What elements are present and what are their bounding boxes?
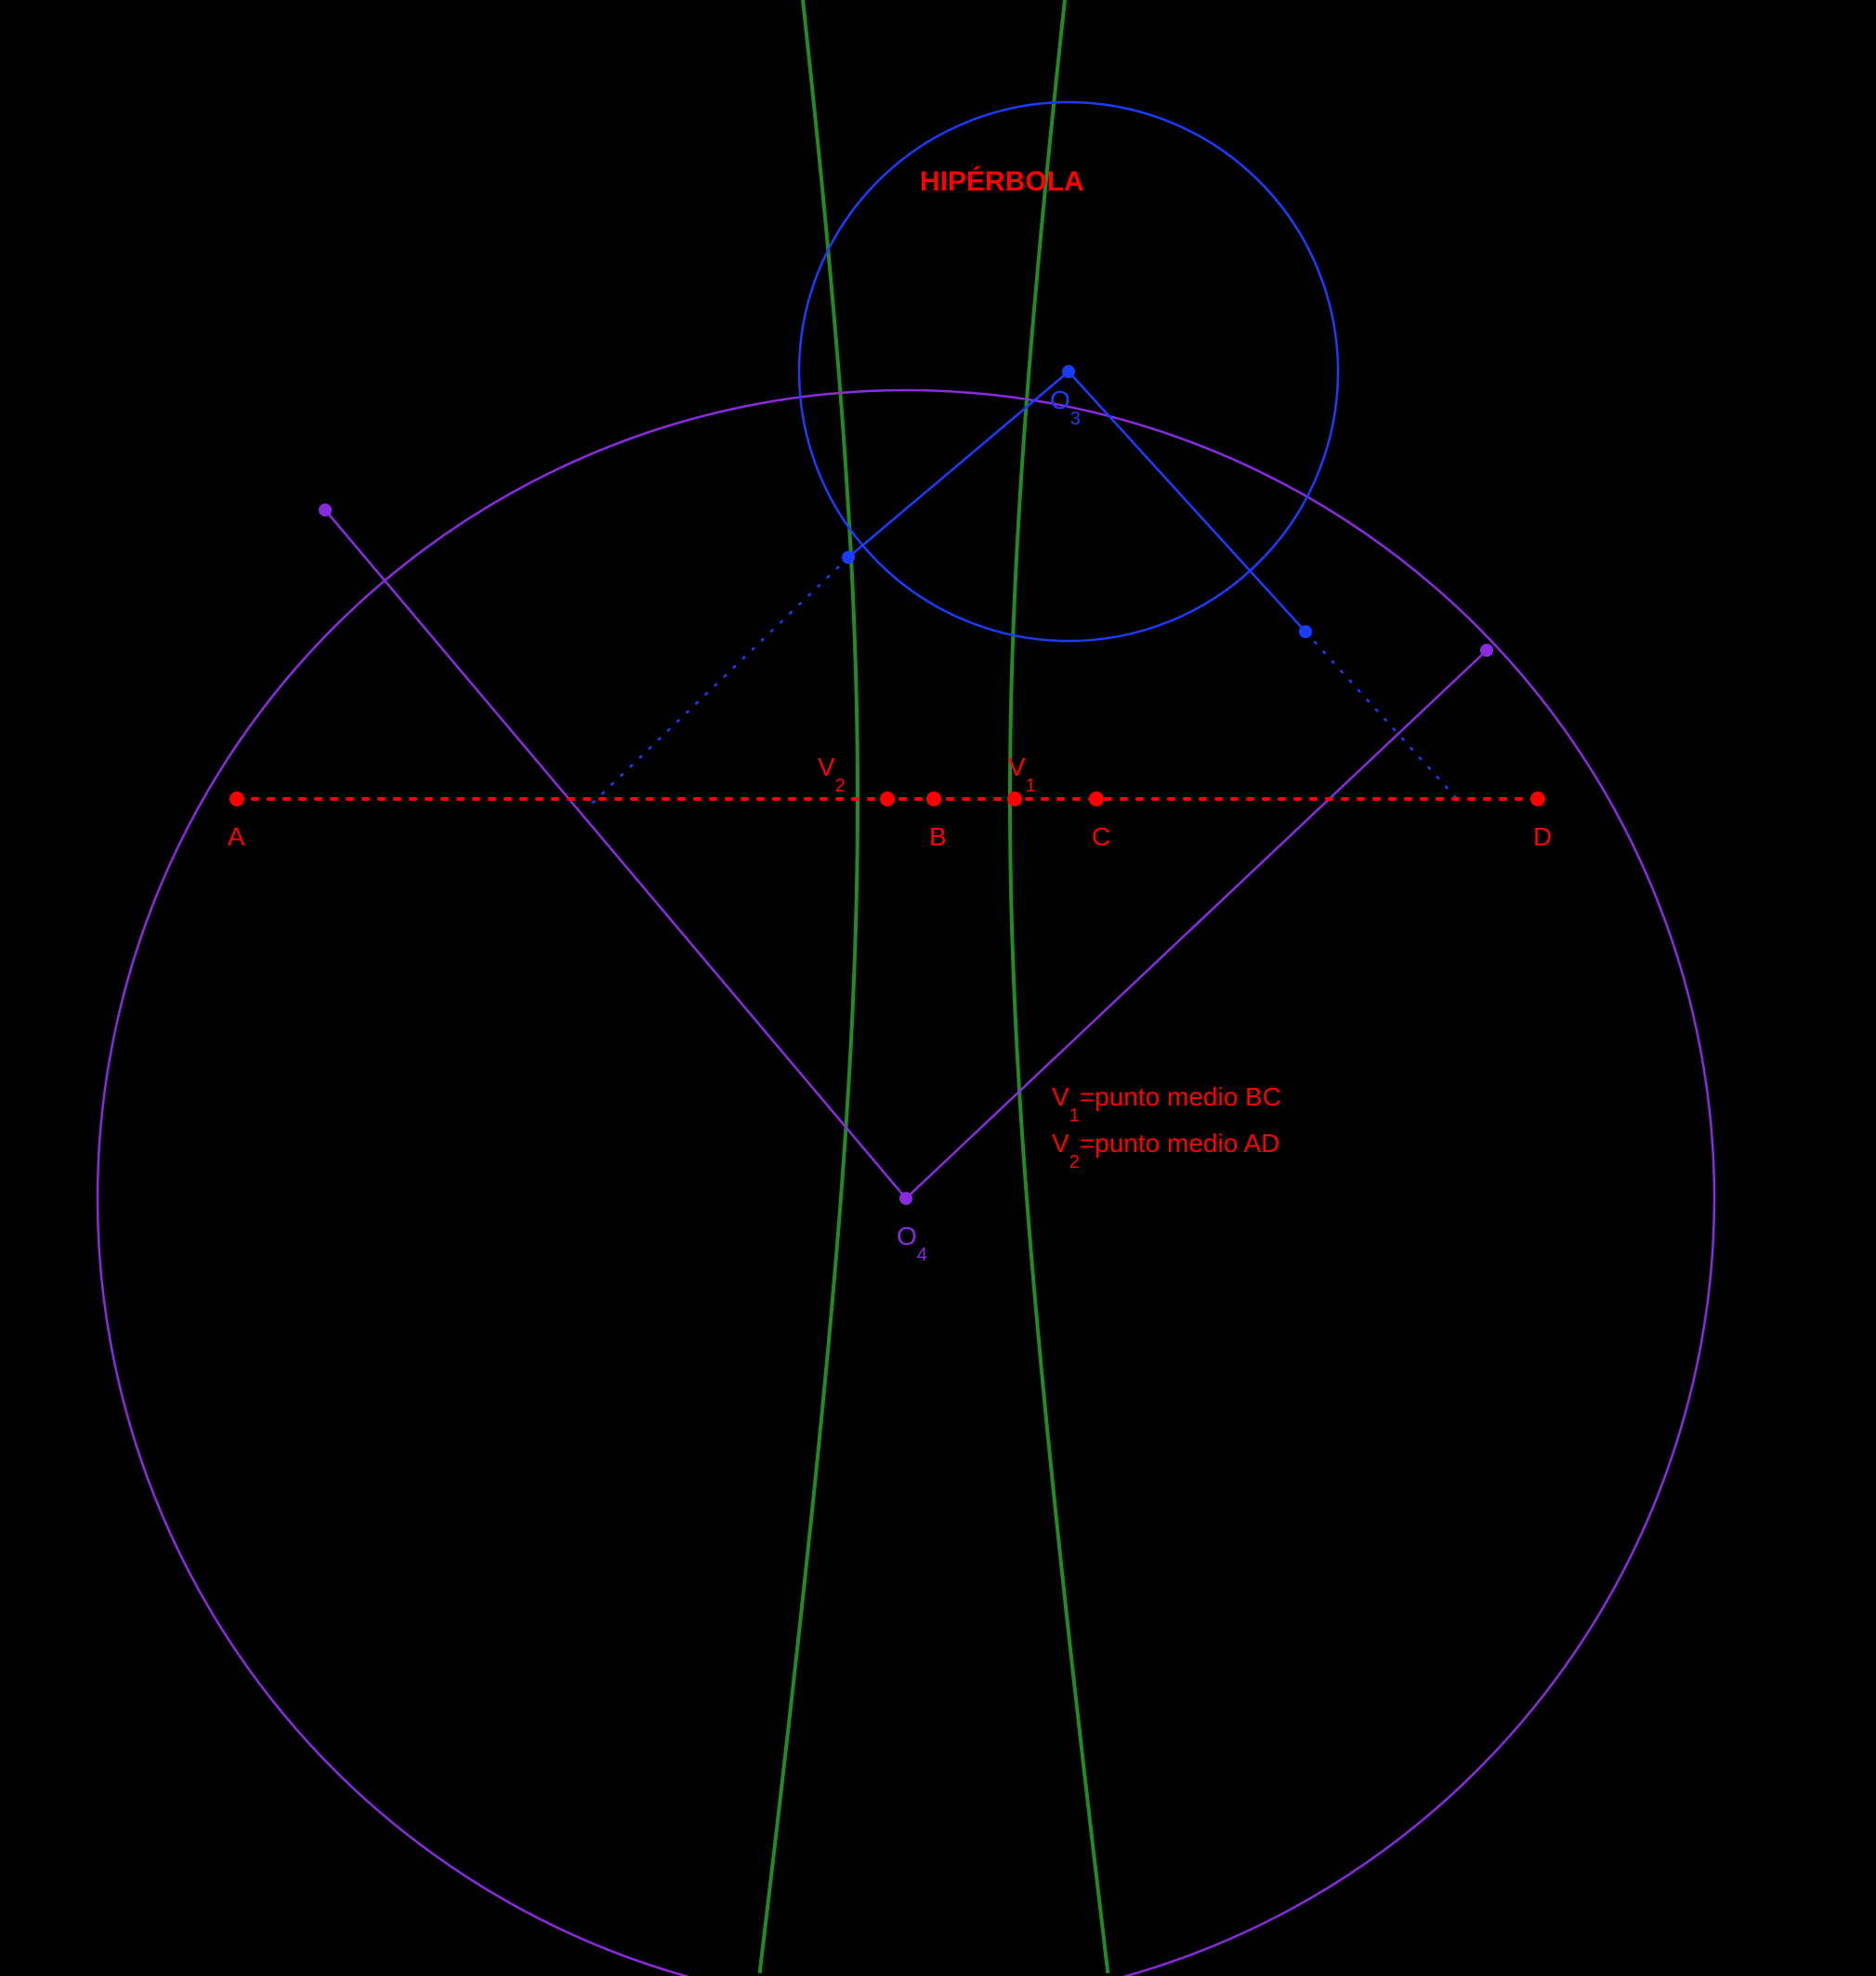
diagram-title: HIPÉRBOLA: [920, 165, 1084, 197]
point-label-sub-O3: 3: [1070, 409, 1081, 429]
blue-dotted-line-0: [590, 557, 848, 805]
point-P_purple_tl: [319, 504, 332, 517]
point-label-O4: O4: [897, 1222, 927, 1265]
blue-radius-line-1: [1069, 372, 1305, 632]
diagram-canvas: ABCDV1V2O3O4HIPÉRBOLAV1=punto medio BCV2…: [0, 0, 1876, 1976]
purple-circle: [98, 390, 1714, 1976]
note-line-2: V2=punto medio AD: [1052, 1129, 1279, 1172]
point-label-sub-V2: 2: [835, 776, 846, 796]
blue-dotted-line-1: [1305, 632, 1459, 801]
point-label-A: A: [228, 822, 245, 851]
hyperbola-right-branch: [1010, 0, 1108, 1973]
point-label-V2: V2: [818, 752, 846, 796]
point-P_blue_tl: [842, 551, 855, 564]
point-label-B: B: [929, 822, 947, 851]
note-post-1: =punto medio BC: [1080, 1082, 1281, 1111]
point-P_blue_tr: [1299, 625, 1312, 638]
point-V2: [880, 792, 895, 806]
point-label-sub-O4: 4: [917, 1245, 927, 1265]
note-sub-1: 1: [1069, 1106, 1080, 1126]
point-A: [230, 792, 244, 806]
point-label-D: D: [1533, 822, 1552, 851]
purple-radius-line-0: [906, 650, 1487, 1198]
point-B: [926, 792, 941, 806]
note-post-2: =punto medio AD: [1080, 1129, 1280, 1158]
hyperbola-left-branch: [760, 0, 858, 1973]
point-O4: [899, 1192, 912, 1205]
point-label-V1: V1: [1008, 752, 1036, 796]
note-sub-2: 2: [1069, 1152, 1080, 1172]
point-D: [1530, 792, 1545, 806]
blue-radius-line-0: [848, 372, 1069, 557]
purple-radius-line-1: [325, 510, 906, 1198]
point-C: [1089, 792, 1104, 806]
point-label-C: C: [1092, 822, 1110, 851]
point-P_purple_tr: [1480, 644, 1493, 657]
point-V1: [1007, 792, 1022, 806]
note-pre-1: V: [1052, 1082, 1069, 1111]
point-O3: [1062, 365, 1075, 378]
note-line-1: V1=punto medio BC: [1052, 1082, 1281, 1126]
point-label-sub-V1: 1: [1026, 776, 1036, 796]
note-pre-2: V: [1052, 1129, 1069, 1158]
